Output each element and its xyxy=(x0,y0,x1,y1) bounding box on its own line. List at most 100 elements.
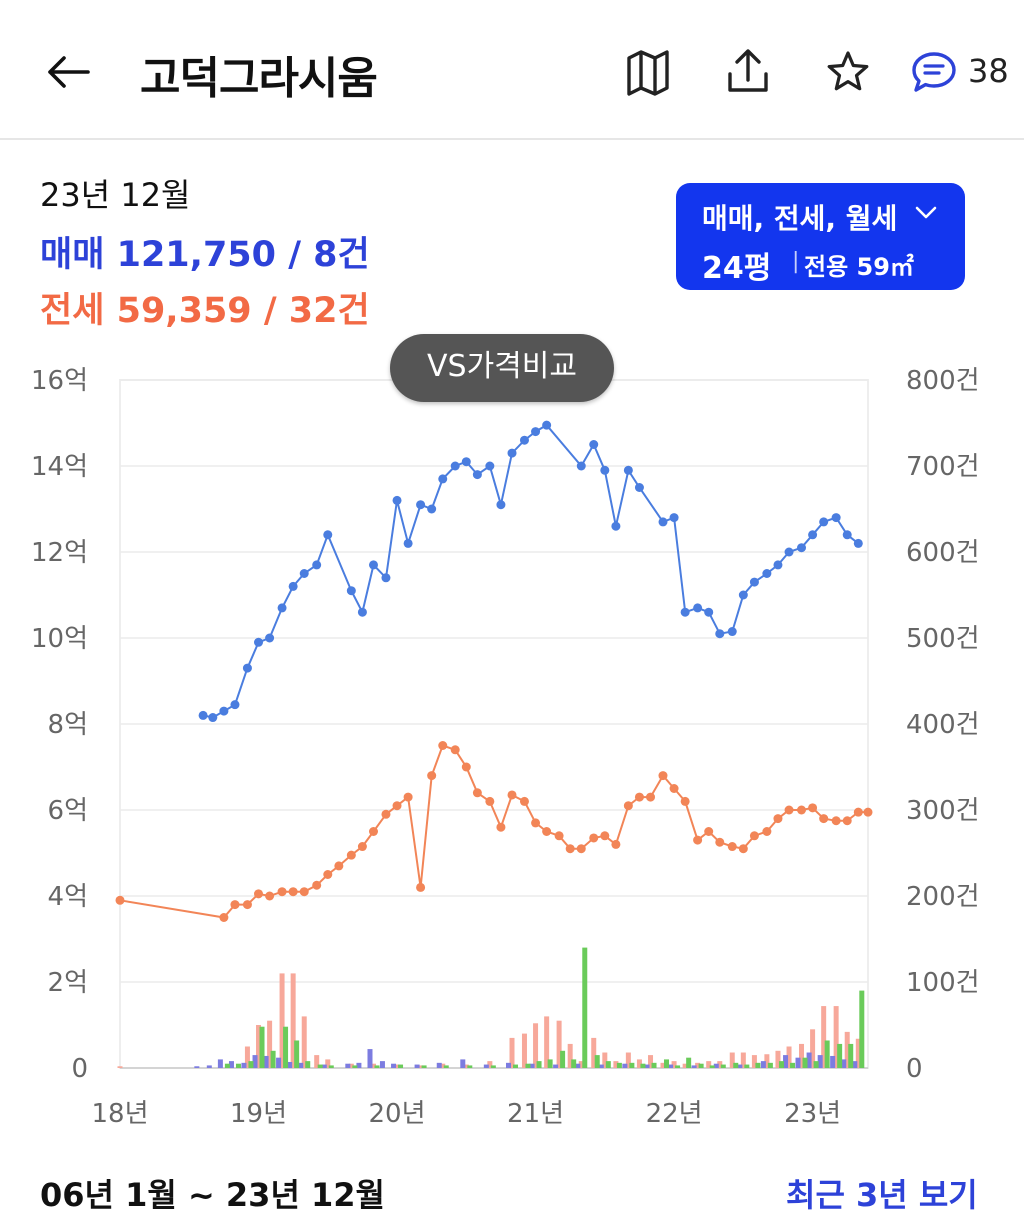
x-tick-label: 18년 xyxy=(91,1099,148,1129)
volume-bar xyxy=(775,1050,781,1068)
y-left-tick-label: 2억 xyxy=(48,968,88,998)
data-point xyxy=(427,771,437,781)
data-point xyxy=(219,913,229,922)
data-point xyxy=(230,900,240,910)
data-point xyxy=(853,538,863,548)
recent-3y-link[interactable]: 최근 3년 보기 xyxy=(786,1176,978,1214)
volume-bar xyxy=(321,1064,327,1068)
volume-bar xyxy=(629,1062,635,1068)
volume-bar xyxy=(806,1052,812,1068)
volume-bar xyxy=(810,1029,816,1068)
volume-bar xyxy=(547,1059,553,1068)
price-chart[interactable]: 0 2억 4억 6억 8억 10억 12억 14억 16억 0 100건 200건 300건 400건 50… xyxy=(0,360,1024,1140)
vs-compare-button[interactable]: VS가격비교 xyxy=(390,334,614,402)
volume-bar xyxy=(328,1065,334,1068)
volume-bar xyxy=(790,1062,796,1068)
volume-bar xyxy=(525,1063,531,1068)
y-left-tick-label: 16억 xyxy=(31,366,88,396)
data-point xyxy=(254,889,264,899)
volume-bar xyxy=(560,1050,566,1068)
data-point xyxy=(346,586,356,596)
data-point xyxy=(738,590,748,600)
data-point xyxy=(749,577,759,587)
data-point xyxy=(230,700,240,710)
volume-bar xyxy=(817,1055,823,1068)
data-point xyxy=(208,713,218,723)
trade-value: 121,750 / 8건 xyxy=(116,235,370,275)
back-arrow-icon[interactable] xyxy=(40,44,96,100)
filter-button[interactable]: 매매, 전세, 월세 24평 | 전용 59㎡ xyxy=(676,183,965,290)
volume-bar xyxy=(778,1061,784,1068)
volume-bar xyxy=(529,1063,535,1068)
map-book-icon[interactable] xyxy=(624,46,672,98)
data-point xyxy=(611,839,621,849)
data-point xyxy=(658,517,668,527)
data-point xyxy=(808,530,818,540)
data-point xyxy=(819,517,829,527)
share-icon[interactable] xyxy=(724,46,772,98)
data-point xyxy=(312,560,322,570)
volume-bar xyxy=(833,1006,839,1068)
volume-bar xyxy=(671,1061,677,1068)
y-right-tick-label: 300건 xyxy=(906,796,980,826)
volume-bar xyxy=(513,1064,519,1068)
trade-summary: 매매 121,750 / 8건 xyxy=(40,226,370,277)
volume-bar xyxy=(686,1057,692,1068)
data-point xyxy=(738,844,748,854)
data-point xyxy=(704,607,714,617)
data-point xyxy=(589,440,599,449)
volume-bar xyxy=(391,1063,397,1068)
volume-bar xyxy=(616,1062,622,1068)
data-point xyxy=(611,521,621,531)
comment-icon[interactable] xyxy=(910,46,958,98)
volume-bar xyxy=(305,1061,311,1068)
data-point xyxy=(461,762,471,772)
volume-bar xyxy=(301,1016,307,1068)
volume-bar xyxy=(605,1061,611,1068)
volume-bar xyxy=(352,1065,358,1068)
volume-bar xyxy=(467,1065,473,1068)
data-point xyxy=(427,504,437,514)
volume-bar xyxy=(859,990,865,1068)
volume-bar xyxy=(622,1063,628,1068)
volume-bar xyxy=(367,1049,373,1068)
data-point xyxy=(773,814,783,824)
volume-bar xyxy=(695,1062,701,1068)
data-point xyxy=(485,796,495,806)
data-point xyxy=(773,560,783,570)
data-point xyxy=(381,573,391,583)
volume-bar xyxy=(720,1064,726,1068)
data-point xyxy=(842,816,852,826)
volume-bar xyxy=(241,1062,247,1068)
data-point xyxy=(357,842,367,852)
data-point xyxy=(784,805,794,815)
data-point xyxy=(265,633,275,643)
star-icon[interactable] xyxy=(824,46,872,98)
page-title: 고덕그라시움 xyxy=(140,53,378,104)
volume-bar xyxy=(698,1063,704,1068)
volume-bar xyxy=(594,1055,600,1068)
data-point xyxy=(623,465,633,475)
volume-bar xyxy=(783,1055,789,1068)
volume-bar xyxy=(733,1062,739,1068)
y-right-tick-label: 800건 xyxy=(906,366,980,396)
data-point xyxy=(658,771,668,781)
volume-bar xyxy=(660,1062,666,1068)
x-tick-label: 19년 xyxy=(230,1099,287,1129)
volume-bar xyxy=(206,1065,212,1068)
volume-bar xyxy=(279,973,285,1068)
volume-bar xyxy=(283,1026,289,1068)
data-point xyxy=(242,900,252,910)
volume-bar xyxy=(636,1059,642,1068)
volume-bar xyxy=(737,1064,743,1068)
data-point xyxy=(392,495,402,505)
volume-bar xyxy=(651,1062,657,1068)
selected-period: 23년 12월 xyxy=(40,176,191,214)
volume-bar xyxy=(463,1064,469,1068)
volume-bar xyxy=(317,1064,323,1068)
volume-bar xyxy=(751,1055,757,1068)
comment-count[interactable]: 38 xyxy=(968,52,1009,90)
volume-bar xyxy=(267,1020,273,1068)
x-tick-label: 20년 xyxy=(369,1099,426,1129)
volume-bar xyxy=(509,1037,515,1068)
